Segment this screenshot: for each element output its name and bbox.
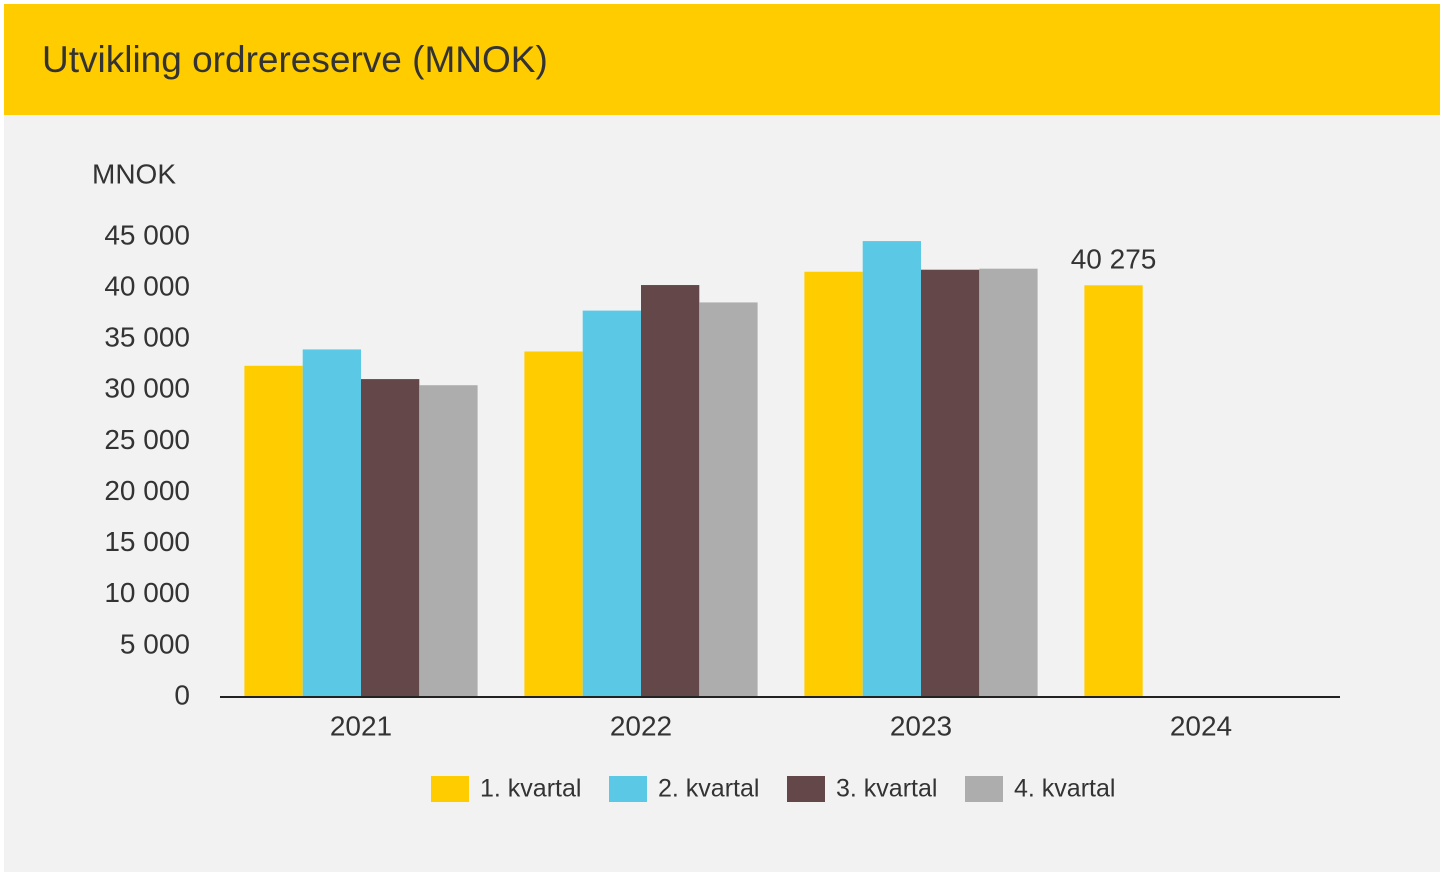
y-tick-label: 15 000 (104, 526, 190, 557)
x-tick-label: 2022 (610, 710, 672, 741)
legend-label: 4. kvartal (1014, 775, 1115, 803)
legend-label: 2. kvartal (658, 775, 759, 803)
legend-label: 1. kvartal (480, 775, 581, 803)
bar (1084, 285, 1143, 697)
y-tick-label: 25 000 (104, 424, 190, 455)
bar (862, 241, 921, 698)
bar (979, 268, 1038, 697)
header-band (4, 4, 1440, 115)
bar (302, 349, 361, 697)
bar (524, 351, 583, 697)
bar (244, 365, 303, 697)
y-tick-label: 5 000 (120, 628, 190, 659)
y-tick-label: 40 000 (104, 271, 190, 302)
bar (921, 269, 980, 697)
bar (361, 379, 420, 697)
data-label: 40 275 (1071, 244, 1157, 275)
bar (804, 271, 863, 697)
bar (582, 310, 641, 697)
y-tick-label: 10 000 (104, 577, 190, 608)
y-axis-label: MNOK (92, 158, 176, 189)
bar (699, 302, 758, 697)
x-tick-label: 2023 (890, 710, 952, 741)
x-tick-label: 2021 (330, 710, 392, 741)
legend-label: 3. kvartal (836, 775, 937, 803)
bar (419, 385, 478, 697)
legend-swatch (787, 776, 825, 802)
chart-title: Utvikling ordrereserve (MNOK) (42, 39, 548, 80)
legend-swatch (965, 776, 1003, 802)
y-tick-label: 45 000 (104, 219, 190, 250)
legend-swatch (431, 776, 469, 802)
y-tick-label: 35 000 (104, 322, 190, 353)
y-tick-label: 0 (174, 679, 190, 710)
y-tick-label: 30 000 (104, 373, 190, 404)
bar (641, 285, 700, 697)
legend-swatch (609, 776, 647, 802)
y-tick-label: 20 000 (104, 475, 190, 506)
x-tick-label: 2024 (1170, 710, 1232, 741)
